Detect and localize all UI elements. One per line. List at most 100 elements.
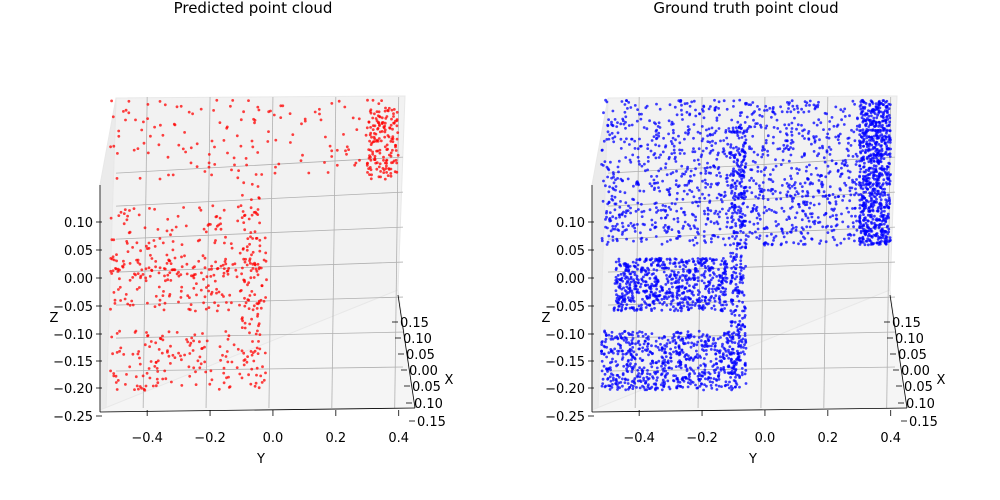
data-point (721, 207, 724, 211)
data-point (241, 266, 244, 270)
data-point (686, 330, 690, 333)
data-point (631, 346, 635, 349)
data-point (699, 364, 702, 367)
data-point (754, 182, 758, 186)
data-point (646, 372, 649, 375)
data-point (659, 383, 663, 387)
data-point (234, 268, 238, 272)
data-point (682, 297, 686, 300)
data-point (730, 172, 733, 176)
data-point (770, 115, 773, 119)
data-point (609, 379, 613, 383)
data-point (876, 209, 880, 213)
data-point (858, 220, 862, 224)
data-point (146, 103, 150, 106)
data-point (667, 157, 671, 161)
data-point (192, 366, 196, 370)
data-point (245, 263, 249, 267)
data-point (600, 343, 604, 346)
data-point (112, 144, 116, 148)
data-point (177, 274, 181, 278)
data-point (638, 189, 642, 193)
data-point (613, 336, 617, 340)
data-point (683, 137, 686, 141)
data-point (659, 216, 663, 220)
data-point (731, 235, 734, 238)
data-point (864, 118, 868, 122)
data-point (870, 213, 873, 217)
data-point (633, 273, 637, 276)
data-point (718, 273, 721, 277)
data-point (124, 383, 127, 386)
data-point (688, 378, 692, 382)
data-point (723, 270, 727, 274)
data-point (723, 243, 727, 247)
data-point (735, 255, 738, 258)
data-point (873, 214, 876, 218)
data-point (171, 248, 175, 252)
data-point (865, 134, 868, 138)
data-point (724, 349, 728, 353)
data-point (180, 255, 183, 259)
data-point (738, 385, 741, 389)
data-point (640, 202, 643, 206)
data-point (628, 284, 632, 287)
data-point (808, 206, 811, 210)
data-point (228, 385, 232, 388)
data-point (876, 192, 879, 196)
data-point (864, 202, 868, 205)
data-point (644, 306, 648, 309)
data-point (313, 110, 317, 114)
data-point (661, 356, 665, 360)
data-point (856, 116, 859, 120)
data-point (858, 164, 862, 168)
data-point (881, 173, 884, 177)
data-point (863, 175, 867, 179)
data-point (858, 143, 861, 147)
y-gridline (268, 96, 274, 409)
data-point (195, 165, 199, 169)
data-point (198, 238, 202, 242)
data-point (715, 157, 719, 161)
data-point (761, 149, 764, 152)
data-point (614, 268, 618, 271)
data-point (770, 232, 773, 236)
data-point (644, 340, 647, 343)
data-point (243, 304, 247, 308)
data-point (809, 173, 813, 176)
x-tick-label: 0.10 (403, 332, 432, 347)
data-point (701, 137, 705, 141)
data-point (157, 143, 161, 147)
data-point (255, 236, 259, 240)
data-point (735, 358, 739, 361)
data-point (736, 329, 740, 333)
data-point (118, 329, 121, 333)
data-point (133, 388, 136, 391)
data-point (680, 164, 684, 168)
data-point (723, 152, 727, 156)
data-point (367, 120, 371, 124)
data-point (648, 119, 651, 123)
data-point (262, 299, 266, 303)
data-point (854, 187, 857, 191)
data-point (703, 167, 707, 170)
data-point (116, 152, 119, 155)
data-point (625, 285, 629, 289)
data-point (877, 226, 881, 230)
data-point (169, 362, 172, 365)
data-point (807, 177, 810, 181)
data-point (612, 351, 615, 355)
data-point (669, 308, 672, 311)
data-point (766, 134, 770, 138)
data-point (877, 120, 881, 124)
data-point (809, 201, 812, 205)
data-point (839, 172, 843, 176)
data-point (664, 295, 667, 299)
data-point (792, 183, 796, 187)
data-point (665, 274, 668, 277)
data-point (867, 154, 871, 158)
data-point (732, 365, 736, 369)
data-point (870, 123, 874, 126)
data-point (394, 144, 397, 147)
data-point (742, 309, 746, 313)
